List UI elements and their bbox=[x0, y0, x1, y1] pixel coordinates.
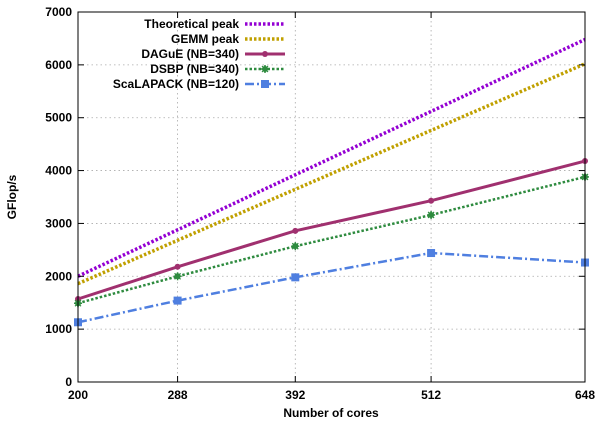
series-dsbp-nb-340 bbox=[74, 172, 589, 308]
x-tick-label: 288 bbox=[168, 388, 188, 402]
plot-frame bbox=[77, 11, 586, 383]
data-point bbox=[427, 249, 436, 258]
legend-label: DSBP (NB=340) bbox=[150, 62, 239, 76]
legend-item: ScaLAPACK (NB=120) bbox=[113, 77, 285, 91]
data-point bbox=[173, 272, 182, 281]
series-line bbox=[77, 159, 586, 301]
series-gemm-peak bbox=[77, 62, 586, 286]
series-line bbox=[77, 62, 586, 286]
x-tick-label: 512 bbox=[421, 388, 441, 402]
y-tick-label: 2000 bbox=[45, 269, 72, 283]
legend-item: GEMM peak bbox=[171, 32, 285, 46]
y-tick-label: 5000 bbox=[45, 111, 72, 125]
series-scalapack-nb-120 bbox=[74, 249, 589, 327]
data-point bbox=[174, 263, 181, 270]
legend-marker bbox=[261, 80, 269, 88]
y-tick-label: 7000 bbox=[45, 5, 72, 19]
y-tick-label: 4000 bbox=[45, 164, 72, 178]
y-tick-label: 6000 bbox=[45, 58, 72, 72]
plot-area bbox=[74, 37, 589, 327]
legend-item: DSBP (NB=340) bbox=[150, 62, 285, 76]
series-line bbox=[77, 175, 586, 305]
data-point bbox=[427, 210, 436, 219]
y-tick-label: 3000 bbox=[45, 216, 72, 230]
series-dague-nb-340 bbox=[75, 158, 588, 303]
series-theoretical-peak bbox=[77, 37, 586, 278]
x-tick-label: 392 bbox=[285, 388, 305, 402]
x-tick-label: 648 bbox=[575, 388, 595, 402]
legend-item: DAGuE (NB=340) bbox=[141, 47, 285, 61]
axis-ticks: 0 1000 2000 3000 4000 5000 6000 7000 200 288 392 51… bbox=[45, 5, 595, 402]
series-line bbox=[77, 37, 586, 278]
legend-marker bbox=[262, 51, 268, 57]
legend-item: Theoretical peak bbox=[144, 17, 285, 31]
legend-label: GEMM peak bbox=[171, 32, 239, 46]
data-point bbox=[173, 296, 182, 305]
y-axis-title: GFlop/s bbox=[5, 174, 19, 219]
x-axis-title: Number of cores bbox=[283, 406, 379, 420]
x-tick-label: 200 bbox=[68, 388, 88, 402]
legend-label: Theoretical peak bbox=[144, 17, 239, 31]
legend-marker bbox=[261, 65, 269, 73]
data-point bbox=[291, 242, 300, 251]
y-tick-label: 0 bbox=[65, 375, 72, 389]
y-tick-label: 1000 bbox=[45, 322, 72, 336]
data-point bbox=[291, 273, 300, 282]
data-point bbox=[292, 227, 299, 234]
data-point bbox=[428, 197, 435, 204]
legend-label: DAGuE (NB=340) bbox=[141, 47, 239, 61]
legend-label: ScaLAPACK (NB=120) bbox=[113, 77, 239, 91]
series-line bbox=[77, 251, 586, 324]
